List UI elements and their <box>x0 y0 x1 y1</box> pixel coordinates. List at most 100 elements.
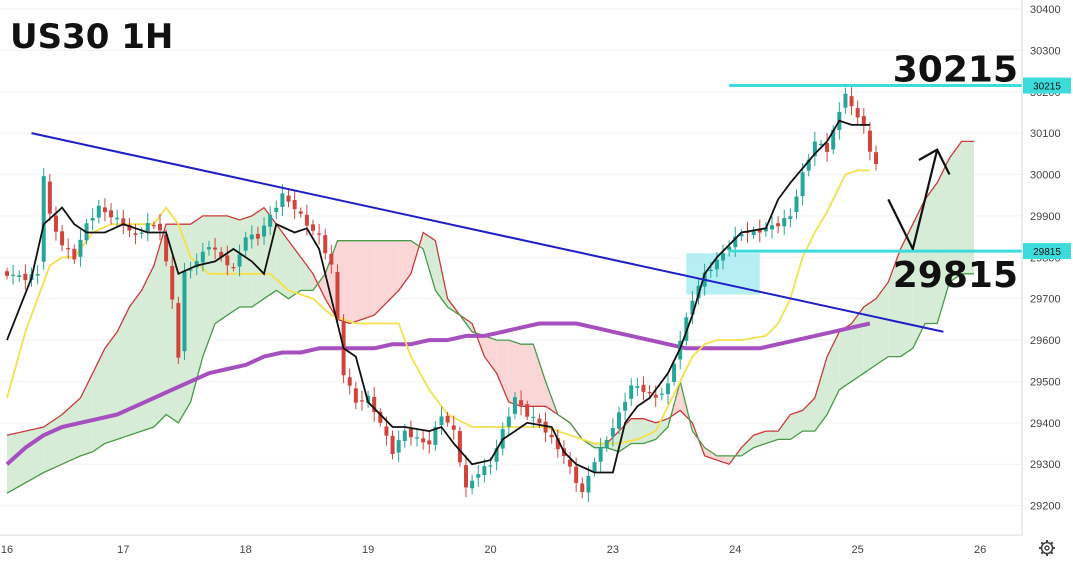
trendline <box>31 132 944 333</box>
candle-body <box>549 434 554 438</box>
candle-body <box>390 435 395 455</box>
candle-body <box>782 218 787 227</box>
tenkan-line <box>6 119 870 474</box>
candle-body <box>164 234 169 262</box>
cloud-segment <box>349 240 362 324</box>
cloud-segment <box>533 344 546 407</box>
candle-body <box>727 246 732 251</box>
span-a-line <box>6 140 974 465</box>
cloud-segment <box>325 240 338 320</box>
cloud-segment <box>937 157 950 324</box>
cloud-segment <box>361 240 375 320</box>
candle-body <box>262 225 267 237</box>
candle-body <box>66 248 71 250</box>
cloud-segment <box>876 282 889 365</box>
candle-body <box>304 214 309 226</box>
cloud-segment <box>949 141 962 283</box>
candle-body <box>17 275 22 278</box>
candle-body <box>200 251 205 263</box>
candle-body <box>415 437 420 439</box>
cloud-segment <box>337 240 350 324</box>
cloud-segment <box>141 265 154 432</box>
cloud-segment <box>888 249 901 357</box>
price-tick-label: 29700 <box>1030 294 1061 306</box>
cloud-segment <box>300 257 313 291</box>
candle-body <box>598 447 603 462</box>
cloud-segment <box>961 141 974 274</box>
candle-body <box>763 227 768 232</box>
candle-body <box>861 116 866 126</box>
candle-body <box>653 394 658 398</box>
candle-body <box>402 430 407 441</box>
level-label: 29815 <box>893 255 1018 296</box>
candle-body <box>525 404 530 417</box>
candle-body <box>757 229 762 233</box>
candle-body <box>115 217 120 220</box>
candle-body <box>5 271 9 276</box>
candle-body <box>770 225 774 230</box>
candle-body <box>806 159 811 171</box>
candle-body <box>145 222 150 232</box>
level-tag-label: 30215 <box>1033 82 1061 93</box>
cloud-segment <box>741 435 754 456</box>
span-b-line <box>6 240 974 494</box>
ma-line <box>5 321 871 466</box>
candle-body <box>127 224 132 231</box>
candle-body <box>665 383 670 395</box>
candle-body <box>347 377 352 386</box>
time-axis[interactable]: 16 17 18 19 20 23 24 25 26 <box>1 544 986 556</box>
candle-body <box>298 211 303 214</box>
candle-body <box>359 400 364 402</box>
candle-body <box>788 216 793 220</box>
cloud-segment <box>496 340 509 403</box>
candle-body <box>439 416 444 426</box>
price-tick-label: 29600 <box>1030 335 1061 347</box>
cloud-segment <box>790 410 803 440</box>
candle-body <box>739 233 744 237</box>
cloud-segment <box>239 215 252 307</box>
candle-body <box>512 397 517 414</box>
cloud-segment <box>643 418 656 444</box>
candle-body <box>555 438 560 450</box>
cloud-segment <box>484 335 497 374</box>
candle-body <box>867 130 872 152</box>
candle-body <box>274 207 279 212</box>
gear-icon[interactable] <box>1039 540 1055 556</box>
cloud-segment <box>374 240 387 316</box>
candle-body <box>286 195 291 202</box>
candle-body <box>219 251 224 258</box>
candle-body <box>158 223 162 231</box>
level-tag-label: 29815 <box>1033 247 1061 258</box>
kijun-path <box>6 169 870 445</box>
candle-body <box>721 253 726 261</box>
kijun-line <box>6 169 870 445</box>
trendline-segment <box>31 132 944 333</box>
time-tick-label: 18 <box>240 544 252 556</box>
cloud-segment <box>117 306 130 440</box>
candle-body <box>629 385 634 399</box>
candle-body <box>213 247 218 250</box>
price-tick-label: 30400 <box>1030 4 1061 16</box>
cloud-segment <box>202 215 216 357</box>
candle-body <box>225 255 230 266</box>
candle-body <box>41 176 46 262</box>
candle-body <box>96 205 101 218</box>
candle-body <box>353 388 358 403</box>
candle-body <box>47 181 52 214</box>
cloud-segment <box>863 298 877 374</box>
candle-body <box>335 272 340 319</box>
candle-body <box>11 274 16 276</box>
candle-body <box>488 465 493 467</box>
candle-body <box>102 207 107 213</box>
cloud-segment <box>716 455 730 465</box>
arrow-head <box>918 148 951 175</box>
candle-body <box>482 466 487 476</box>
candle-body <box>445 415 450 423</box>
level-label: 30215 <box>893 50 1018 91</box>
ichimoku-cloud <box>6 140 974 494</box>
candle-body <box>476 474 481 478</box>
cloud-segment <box>423 232 436 291</box>
candle-body <box>151 225 156 227</box>
tenkan-path <box>6 119 870 474</box>
